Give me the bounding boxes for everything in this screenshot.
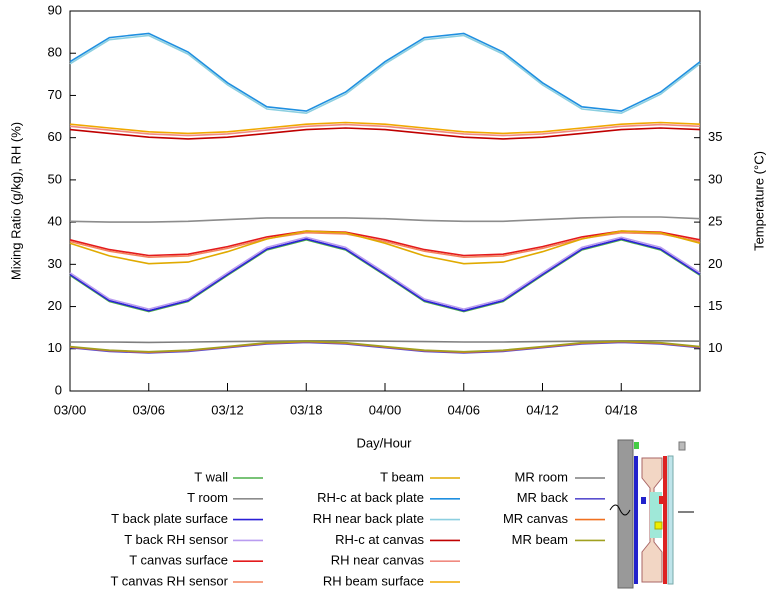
series-line (69, 236, 701, 310)
y-tick-label: 90 (48, 2, 62, 17)
series-line (69, 123, 701, 137)
y2-tick-label: 35 (708, 129, 722, 144)
y2-tick-label: 10 (708, 340, 722, 355)
y-tick-label: 20 (48, 298, 62, 313)
y2-tick-label: 15 (708, 298, 722, 313)
back-plate (634, 456, 638, 584)
x-tick-label: 03/06 (132, 402, 165, 417)
series-line (69, 231, 701, 259)
series-line (69, 127, 701, 140)
series-line (69, 238, 701, 313)
y-tick-label: 0 (55, 382, 62, 397)
diagram-marker (634, 442, 639, 449)
sensor (659, 496, 663, 504)
series-line (69, 238, 701, 312)
legend-label: T wall (194, 469, 228, 484)
legend-label: T back plate surface (111, 511, 228, 526)
x-tick-label: 04/18 (605, 402, 638, 417)
y2-tick-label: 20 (708, 256, 722, 271)
y-tick-label: 10 (48, 340, 62, 355)
legend-label: MR canvas (503, 511, 569, 526)
y-tick-label: 40 (48, 214, 62, 229)
series-line (69, 32, 701, 112)
y-tick-label: 60 (48, 129, 62, 144)
legend-label: MR back (517, 490, 569, 505)
series-line (70, 340, 701, 344)
legend-label: RH near canvas (331, 553, 425, 568)
x-axis-label: Day/Hour (357, 435, 413, 450)
glass (667, 455, 674, 585)
y-tick-label: 80 (48, 45, 62, 60)
y-axis-label: Mixing Ratio (g/kg), RH (%) (8, 122, 23, 280)
legend-label: RH near back plate (313, 511, 424, 526)
y-tick-label: 70 (48, 87, 62, 102)
legend-label: T canvas surface (129, 553, 228, 568)
legend-label: T back RH sensor (124, 532, 228, 547)
legend-label: RH-c at canvas (335, 532, 424, 547)
legend-label: T canvas RH sensor (110, 573, 228, 588)
x-tick-label: 03/18 (290, 402, 323, 417)
x-tick-label: 04/06 (447, 402, 480, 417)
legend-label: MR room (515, 469, 568, 484)
sensor (654, 521, 663, 530)
sensor (678, 441, 686, 451)
legend-label: RH beam surface (323, 573, 424, 588)
series-line (69, 230, 701, 265)
wall-diagram (609, 439, 694, 589)
series-line (69, 216, 701, 223)
series-line (69, 230, 701, 257)
y2-tick-label: 30 (708, 171, 722, 186)
series-line (69, 34, 701, 115)
sensor (641, 497, 646, 504)
x-tick-label: 03/00 (54, 402, 87, 417)
y2-tick-label: 25 (708, 214, 722, 229)
x-tick-label: 03/12 (211, 402, 244, 417)
y2-axis-label: Temperature (°C) (751, 151, 766, 251)
y-tick-label: 50 (48, 171, 62, 186)
x-tick-label: 04/12 (526, 402, 559, 417)
wall (617, 439, 634, 589)
legend-label: MR beam (512, 532, 568, 547)
series-line (69, 340, 701, 353)
x-tick-label: 04/00 (369, 402, 402, 417)
legend-label: T beam (380, 469, 424, 484)
canvas (663, 456, 667, 584)
diagram-symbol (609, 504, 631, 516)
legend-label: T room (187, 490, 228, 505)
series-line (69, 121, 701, 135)
plot-frame (69, 10, 701, 392)
y-tick-label: 30 (48, 256, 62, 271)
legend-label: RH-c at back plate (317, 490, 424, 505)
